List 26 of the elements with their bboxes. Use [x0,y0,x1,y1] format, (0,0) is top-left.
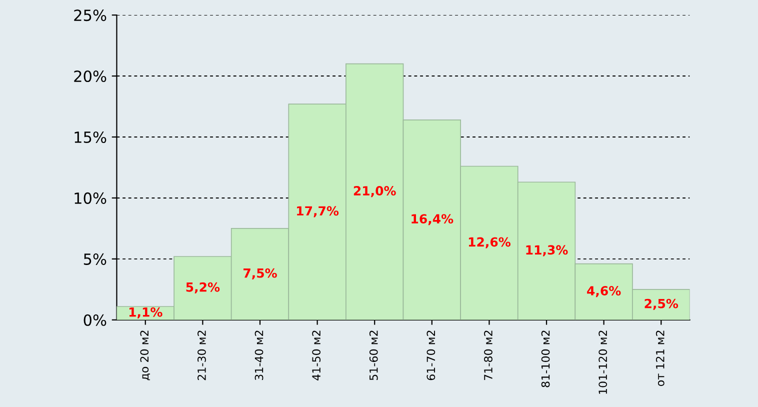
data-label: 12,6% [468,237,510,248]
data-label: 11,3% [526,245,568,256]
y-tick-label: 10% [74,192,106,204]
y-tick-label: 20% [74,70,106,82]
x-tick-label: 61-70 м2 [426,330,436,380]
y-tick-label: 5% [84,253,106,265]
x-tick-label: 51-60 м2 [369,330,378,380]
data-label: 17,7% [297,206,339,218]
x-tick-label: 101-120 м2 [598,330,608,394]
x-tick-label: 71-80 м2 [484,330,492,380]
data-label: 7,5% [243,268,277,280]
y-tick-label: 0% [84,314,106,326]
x-tick-label: 31-40 м2 [254,330,264,380]
y-tick-label: 25% [74,10,106,22]
data-label: 21,0% [354,186,396,198]
data-label: 1,1% [129,307,162,318]
data-label: 5,2% [186,282,220,294]
x-tick-label: 81-100 м2 [541,330,550,388]
y-tick-label: 15% [74,131,106,144]
x-tick-label: от 121 м2 [656,330,664,386]
data-label: 4,6% [587,286,621,298]
x-tick-label: 21-30 м2 [198,330,206,380]
data-label: 16,4% [412,214,454,226]
x-tick-label: до 20 м2 [140,330,150,380]
data-label: 2,5% [644,298,678,310]
x-tick-label: 41-50 м2 [312,330,321,380]
